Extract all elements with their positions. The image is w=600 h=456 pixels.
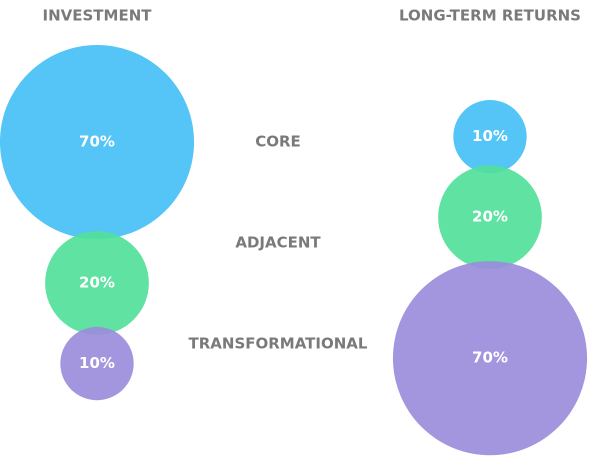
category-label: ADJACENT: [235, 234, 321, 252]
bubble: [392, 261, 588, 456]
value-label: 20%: [79, 273, 115, 291]
bubble: [0, 45, 195, 240]
bubble: [438, 165, 542, 270]
bubble: [45, 231, 149, 335]
category-label: CORE: [255, 133, 301, 151]
value-label: 10%: [472, 127, 508, 145]
value-label: 20%: [472, 208, 508, 226]
column-title: LONG-TERM RETURNS: [399, 7, 581, 25]
column-title: INVESTMENT: [43, 7, 153, 25]
bubble: [60, 326, 134, 401]
bubble: [453, 100, 527, 174]
value-label: 70%: [472, 349, 508, 367]
category-label: TRANSFORMATIONAL: [189, 335, 368, 353]
value-label: 70%: [79, 133, 115, 151]
value-label: 10%: [79, 354, 115, 372]
